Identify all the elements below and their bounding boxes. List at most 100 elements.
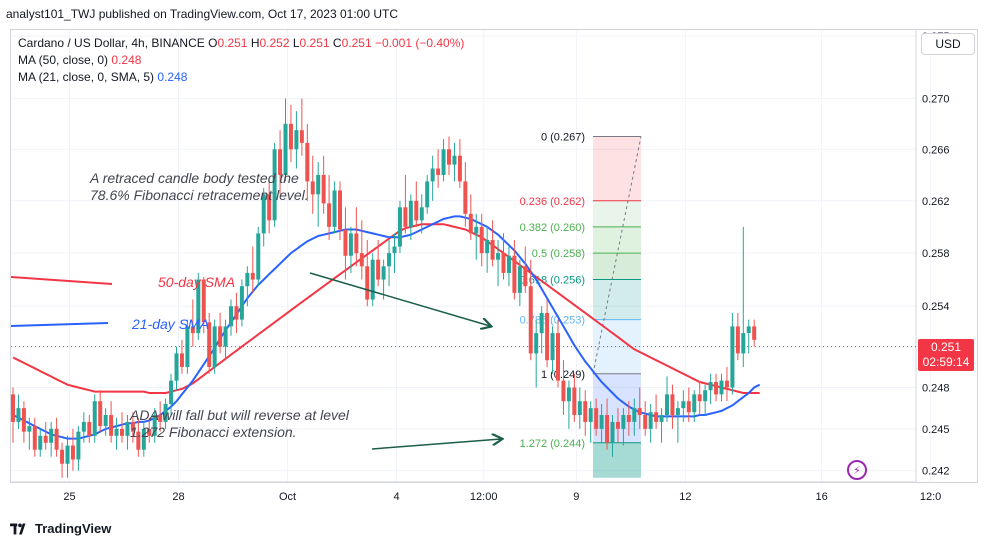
candle-body: [92, 401, 97, 436]
x-tick-label: 12:00: [470, 491, 498, 503]
candle-body: [70, 445, 75, 460]
candle-body: [501, 253, 506, 273]
candle-body: [610, 421, 615, 443]
candle-body: [441, 149, 446, 175]
candle-body: [234, 306, 239, 320]
symbol-line: Cardano / US Dollar, 4h, BINANCE O0.251 …: [18, 35, 464, 52]
annotation-21-sma: 21-day SMA: [131, 316, 209, 332]
candle-body: [643, 415, 648, 429]
tradingview-footer[interactable]: TradingView: [10, 521, 111, 536]
candle-layer: [11, 98, 757, 478]
y-tick-label: 0.258: [922, 248, 950, 260]
candle-body: [201, 279, 206, 323]
candle-body: [686, 401, 691, 413]
candle-body: [239, 286, 244, 320]
open-value: 0.251: [217, 36, 248, 50]
candle-body: [517, 266, 522, 293]
lightning-icon[interactable]: ⚡: [847, 460, 867, 480]
x-tick-label: 28: [172, 491, 184, 503]
candle-body: [174, 353, 179, 381]
y-tick-label: 0.245: [922, 424, 950, 436]
candle-body: [594, 408, 599, 429]
candle-body: [136, 431, 141, 450]
candle-body: [196, 279, 201, 334]
candle-body: [719, 380, 724, 395]
candle-body: [294, 130, 299, 150]
last-price-value: 0.251: [930, 339, 962, 354]
candle-body: [305, 142, 310, 182]
symbol-name[interactable]: Cardano / US Dollar, 4h, BINANCE: [18, 36, 205, 50]
candle-body: [343, 229, 348, 256]
candle-body: [735, 326, 740, 354]
candle-body: [588, 408, 593, 422]
candle-body: [626, 415, 631, 422]
x-tick-label: 25: [63, 491, 75, 503]
candle-body: [670, 394, 675, 416]
candle-body: [714, 382, 719, 395]
high-value: 0.252: [259, 36, 290, 50]
candle-body: [615, 421, 620, 429]
low-label: L: [292, 36, 300, 50]
candle-body: [169, 380, 174, 404]
ma50-layer: [12, 223, 760, 394]
candle-body: [267, 194, 272, 221]
y-tick-label: 0.242: [922, 466, 950, 478]
publication-header: analyst101_TWJ published on TradingView.…: [6, 7, 398, 21]
fib-level-label: 0.5 (0.258): [532, 248, 585, 260]
candle-body: [179, 353, 184, 367]
ma50-line: [12, 223, 760, 394]
fibonacci-tool: 0 (0.267) 0.236 (0.262) 0.382 (0.260) 0.5 (…: [520, 132, 642, 478]
candle-body: [288, 123, 293, 150]
chart-legend: Cardano / US Dollar, 4h, BINANCE O0.251 …: [18, 35, 464, 86]
fib-zone: [593, 200, 641, 227]
close-value: 0.251: [341, 36, 372, 50]
candle-body: [457, 155, 462, 182]
fib-zone: [593, 253, 641, 280]
fib-level-label: 0.382 (0.260): [520, 222, 585, 234]
candle-body: [474, 226, 479, 234]
candle-body: [392, 246, 397, 254]
candle-body: [60, 449, 65, 464]
candle-body: [697, 394, 702, 402]
candle-body: [321, 174, 326, 204]
x-tick-label: 12: [679, 491, 691, 503]
candle-body: [408, 200, 413, 227]
candle-body: [207, 322, 212, 367]
candle-body: [141, 428, 146, 450]
high-label: H: [250, 36, 260, 50]
annotation-retrace-line2: 78.6% Fibonacci retracement level.: [90, 187, 309, 203]
legend-swatch-21sma: [10, 322, 109, 327]
candle-body: [675, 408, 680, 416]
arrow-to-786: [309, 272, 490, 326]
candle-body: [256, 233, 261, 280]
candle-body: [414, 200, 419, 221]
candle-body: [741, 333, 746, 354]
candle-body: [403, 207, 408, 227]
open-label: O: [208, 36, 218, 50]
x-tick-label: 12:0: [920, 491, 941, 503]
candle-body: [163, 403, 168, 422]
candle-body: [430, 168, 435, 182]
candle-body: [354, 233, 359, 254]
ma21-legend[interactable]: MA (21, close, 0, SMA, 5) 0.248: [18, 69, 464, 86]
ma21-value: 0.248: [157, 70, 188, 84]
candle-body: [327, 203, 332, 227]
fib-zone: [593, 226, 641, 254]
candle-body: [158, 415, 163, 422]
candle-body: [496, 253, 501, 260]
fib-level-label: 0 (0.267): [541, 132, 585, 144]
y-tick-label: 0.266: [922, 144, 950, 156]
candle-body: [332, 190, 337, 227]
arrow-to-1272: [371, 439, 501, 450]
candle-body: [16, 408, 21, 422]
x-tick-label: 16: [815, 491, 827, 503]
candle-body: [528, 286, 533, 354]
ma50-legend[interactable]: MA (50, close, 0) 0.248: [18, 52, 464, 69]
fib-trend-line: [592, 136, 642, 374]
candle-body: [605, 415, 610, 443]
change-value: −0.001 (−0.40%): [374, 36, 465, 50]
currency-button[interactable]: USD: [921, 33, 975, 55]
legend-swatch-50sma: [10, 276, 113, 285]
y-tick-label: 0.262: [922, 196, 950, 208]
